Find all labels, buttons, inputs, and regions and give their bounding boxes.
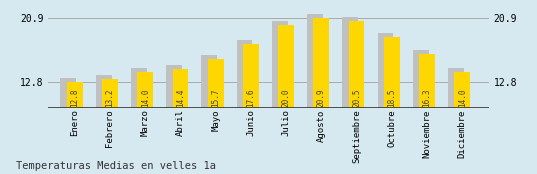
Text: 17.6: 17.6 <box>246 88 256 107</box>
Text: 14.4: 14.4 <box>176 88 185 107</box>
Bar <box>307 14 323 108</box>
Bar <box>419 54 435 108</box>
Bar <box>272 21 288 108</box>
Bar <box>61 78 76 108</box>
Text: 18.5: 18.5 <box>387 88 396 107</box>
Bar <box>237 40 252 108</box>
Text: 15.7: 15.7 <box>211 88 220 107</box>
Bar <box>378 33 394 108</box>
Bar <box>454 72 470 108</box>
Bar <box>448 68 464 108</box>
Bar <box>278 25 294 108</box>
Bar <box>96 75 112 108</box>
Bar <box>166 65 182 108</box>
Bar <box>67 82 83 108</box>
Text: 16.3: 16.3 <box>423 88 432 107</box>
Bar <box>172 69 188 108</box>
Text: 20.9: 20.9 <box>317 88 326 107</box>
Bar <box>208 59 223 108</box>
Bar <box>131 68 147 108</box>
Bar <box>314 18 329 108</box>
Bar <box>201 55 217 108</box>
Text: 20.5: 20.5 <box>352 88 361 107</box>
Bar <box>349 21 365 108</box>
Bar <box>243 44 259 108</box>
Text: 20.0: 20.0 <box>281 88 291 107</box>
Bar <box>137 72 153 108</box>
Bar <box>413 50 429 108</box>
Bar <box>102 79 118 108</box>
Text: 14.0: 14.0 <box>458 88 467 107</box>
Bar <box>342 17 358 108</box>
Text: 13.2: 13.2 <box>105 88 114 107</box>
Bar <box>384 37 400 108</box>
Text: Temperaturas Medias en velles 1a: Temperaturas Medias en velles 1a <box>16 161 216 171</box>
Text: 12.8: 12.8 <box>70 88 79 107</box>
Text: 14.0: 14.0 <box>141 88 150 107</box>
